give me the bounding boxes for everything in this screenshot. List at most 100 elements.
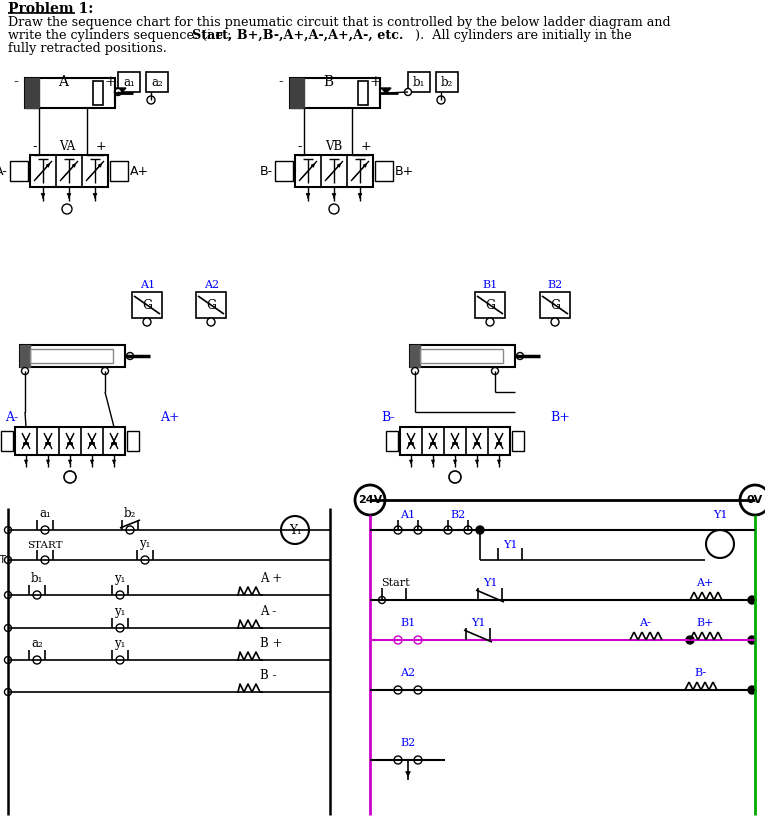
Circle shape <box>686 636 694 644</box>
Text: B2: B2 <box>400 738 415 748</box>
Circle shape <box>5 689 11 695</box>
Bar <box>146 72 168 92</box>
Circle shape <box>62 204 72 214</box>
Text: write the cylinders sequence. (i.e.:: write the cylinders sequence. (i.e.: <box>8 29 236 42</box>
Bar <box>410 345 420 367</box>
Bar <box>420 349 503 363</box>
Text: A2: A2 <box>204 280 220 290</box>
Circle shape <box>5 527 11 533</box>
Bar <box>20 345 125 367</box>
Circle shape <box>116 656 124 664</box>
Circle shape <box>5 592 11 598</box>
Text: a₂: a₂ <box>151 76 163 89</box>
Circle shape <box>102 368 109 374</box>
Text: G: G <box>206 299 216 311</box>
Circle shape <box>5 625 11 631</box>
Bar <box>25 78 39 108</box>
Circle shape <box>379 597 386 603</box>
Text: Problem 1:: Problem 1: <box>8 2 93 16</box>
Bar <box>512 431 524 451</box>
Text: B-: B- <box>382 411 395 424</box>
Text: -: - <box>278 75 283 89</box>
Text: y₁: y₁ <box>114 572 125 585</box>
Text: A: A <box>58 75 68 89</box>
Bar <box>275 161 293 181</box>
Text: B1: B1 <box>400 618 415 628</box>
Circle shape <box>551 318 559 326</box>
Bar <box>290 78 304 108</box>
Text: a₁: a₁ <box>39 507 51 520</box>
Circle shape <box>41 556 49 564</box>
Circle shape <box>281 516 309 544</box>
Text: G: G <box>550 299 560 311</box>
Circle shape <box>207 318 215 326</box>
Circle shape <box>516 352 523 360</box>
Text: B+: B+ <box>395 165 415 178</box>
Text: a₂: a₂ <box>31 637 43 650</box>
Circle shape <box>706 530 734 558</box>
Circle shape <box>147 96 155 104</box>
Text: B-: B- <box>260 165 273 178</box>
Bar <box>400 427 510 455</box>
Text: +: + <box>360 140 371 153</box>
Text: b₂: b₂ <box>124 507 136 520</box>
Circle shape <box>449 471 461 483</box>
Bar <box>475 292 505 318</box>
Bar <box>196 292 226 318</box>
Text: -: - <box>13 75 18 89</box>
Text: Y1: Y1 <box>713 510 728 520</box>
Text: A2: A2 <box>400 668 415 678</box>
Text: +: + <box>370 75 382 89</box>
Bar <box>10 161 28 181</box>
Bar <box>295 155 373 187</box>
Bar <box>25 78 115 108</box>
Text: B+: B+ <box>550 411 570 424</box>
Text: B -: B - <box>260 669 276 682</box>
Bar <box>386 431 398 451</box>
Text: ).  All cylinders are initially in the: ). All cylinders are initially in the <box>415 29 632 42</box>
Text: 0V: 0V <box>747 495 763 505</box>
Circle shape <box>464 526 472 534</box>
Bar <box>110 161 128 181</box>
Bar <box>30 349 113 363</box>
Text: VB: VB <box>325 140 343 153</box>
Polygon shape <box>381 88 391 93</box>
Text: A+: A+ <box>696 578 714 588</box>
Text: Draw the sequence chart for this pneumatic circuit that is controlled by the bel: Draw the sequence chart for this pneumat… <box>8 16 671 29</box>
Circle shape <box>491 368 499 374</box>
Bar <box>290 78 380 108</box>
Bar <box>127 431 139 451</box>
Circle shape <box>126 526 134 534</box>
Bar <box>132 292 162 318</box>
Text: VA: VA <box>59 140 75 153</box>
Text: Y1: Y1 <box>470 618 485 628</box>
Circle shape <box>116 624 124 632</box>
Bar <box>375 161 393 181</box>
Bar <box>410 345 515 367</box>
Bar <box>436 72 458 92</box>
Circle shape <box>405 89 412 95</box>
Text: y₁: y₁ <box>139 537 151 550</box>
Text: B: B <box>323 75 333 89</box>
Text: B+: B+ <box>696 618 714 628</box>
Text: b₁: b₁ <box>31 572 43 585</box>
Text: +: + <box>105 75 116 89</box>
Circle shape <box>329 204 339 214</box>
Text: Y₁: Y₁ <box>288 523 301 537</box>
Text: fully retracted positions.: fully retracted positions. <box>8 42 167 55</box>
Text: START: START <box>0 555 6 565</box>
Bar <box>20 345 30 367</box>
Circle shape <box>394 526 402 534</box>
Circle shape <box>414 636 422 644</box>
Text: Start: Start <box>381 578 409 588</box>
Text: A +: A + <box>260 572 282 585</box>
Text: 24V: 24V <box>358 495 382 505</box>
Text: Y1: Y1 <box>483 578 497 588</box>
Text: y₁: y₁ <box>114 605 125 618</box>
Circle shape <box>414 756 422 764</box>
Circle shape <box>126 352 134 360</box>
Circle shape <box>476 526 484 534</box>
Text: b₂: b₂ <box>441 76 453 89</box>
Text: A-: A- <box>0 165 8 178</box>
Circle shape <box>740 485 765 515</box>
